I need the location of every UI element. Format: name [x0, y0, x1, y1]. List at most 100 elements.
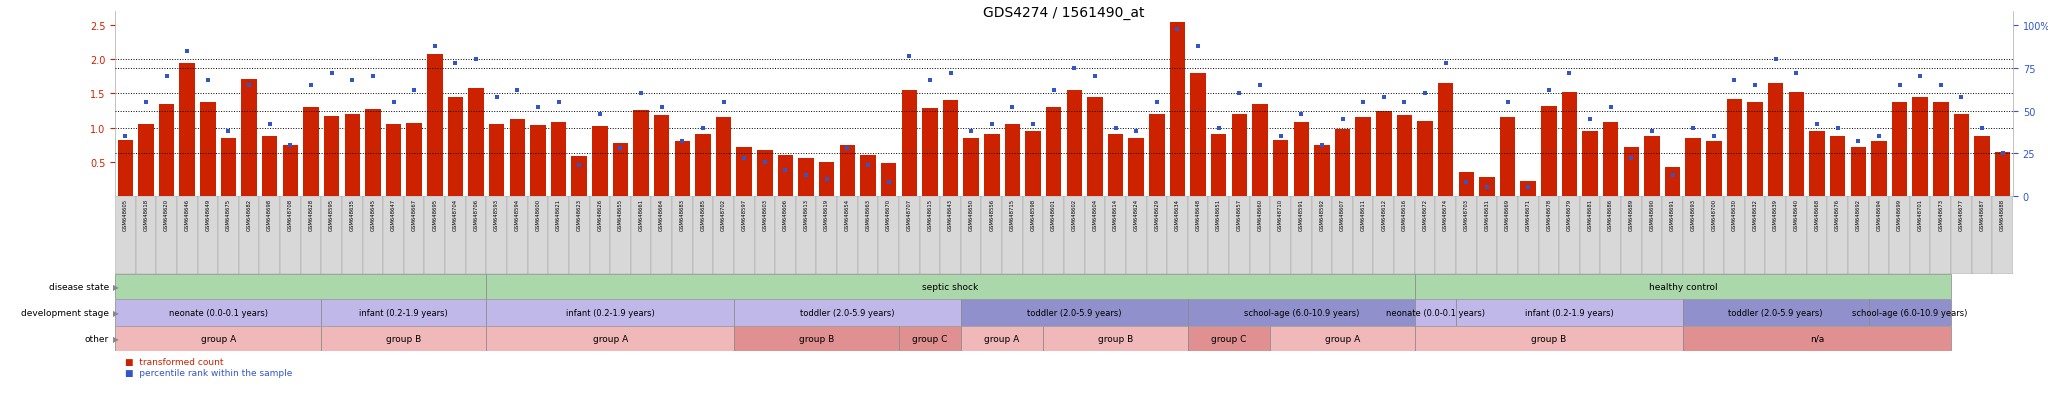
Bar — [1208, 197, 1229, 274]
Bar — [1499, 118, 1516, 197]
Point — [1223, 91, 1255, 97]
Bar — [115, 274, 485, 299]
Bar — [469, 89, 483, 197]
Bar — [428, 55, 442, 197]
Bar — [1683, 326, 1952, 351]
Bar — [1686, 138, 1702, 197]
Point — [1409, 91, 1442, 97]
Bar — [1827, 197, 1847, 274]
Text: GSM648618: GSM648618 — [143, 199, 147, 231]
Point — [1430, 60, 1462, 67]
Text: GSM648616: GSM648616 — [1403, 199, 1407, 231]
Bar — [1913, 97, 1927, 197]
Bar — [961, 299, 1188, 326]
Text: GSM648621: GSM648621 — [557, 199, 561, 231]
Bar — [1892, 102, 1907, 197]
Bar — [653, 116, 670, 197]
Bar — [1808, 132, 1825, 197]
Text: group B: group B — [387, 334, 422, 343]
Text: GSM648674: GSM648674 — [1444, 199, 1448, 231]
Bar — [983, 135, 999, 197]
Text: GSM648698: GSM648698 — [266, 199, 272, 231]
Bar — [260, 197, 281, 274]
Point — [213, 128, 246, 135]
Bar — [590, 197, 610, 274]
Point — [543, 100, 575, 106]
Text: GSM648661: GSM648661 — [639, 199, 643, 231]
Text: GSM648592: GSM648592 — [1319, 199, 1325, 231]
Text: GSM648667: GSM648667 — [412, 199, 416, 231]
Bar — [1315, 145, 1329, 197]
Text: GSM648593: GSM648593 — [494, 199, 500, 231]
Text: GSM648620: GSM648620 — [164, 199, 170, 231]
Bar — [1188, 197, 1208, 274]
Point — [1161, 26, 1194, 33]
Bar — [1188, 299, 1415, 326]
Bar — [1456, 197, 1477, 274]
Point — [438, 60, 471, 67]
Text: GSM648597: GSM648597 — [741, 199, 748, 231]
Bar — [1972, 197, 1993, 274]
Bar — [1085, 197, 1106, 274]
Text: school-age (6.0-10.9 years): school-age (6.0-10.9 years) — [1243, 308, 1360, 317]
Point — [418, 43, 451, 50]
Point — [1305, 142, 1337, 149]
Point — [1491, 100, 1524, 106]
Point — [190, 77, 223, 84]
Bar — [1087, 97, 1102, 197]
Text: GSM648606: GSM648606 — [782, 199, 788, 231]
Text: healthy control: healthy control — [1649, 282, 1716, 291]
Point — [522, 104, 555, 111]
Bar — [1415, 197, 1436, 274]
Point — [502, 88, 535, 94]
Bar — [403, 197, 424, 274]
Bar — [860, 156, 877, 197]
Point — [1511, 185, 1544, 191]
Bar — [137, 125, 154, 197]
Text: GSM648651: GSM648651 — [1217, 199, 1221, 231]
Bar — [1188, 326, 1270, 351]
Bar — [1126, 197, 1147, 274]
Point — [954, 128, 987, 135]
Text: GSM648601: GSM648601 — [1051, 199, 1057, 231]
Bar — [1147, 197, 1167, 274]
Bar — [221, 138, 236, 197]
Bar — [1354, 197, 1374, 274]
Bar — [1128, 138, 1145, 197]
Text: GSM648686: GSM648686 — [1608, 199, 1614, 231]
Bar — [485, 197, 508, 274]
Bar — [201, 102, 215, 197]
Bar — [1624, 147, 1638, 197]
Bar — [1479, 178, 1495, 197]
Text: ▶: ▶ — [113, 308, 119, 317]
Point — [1841, 139, 1874, 145]
Bar — [1974, 137, 1991, 197]
Point — [770, 168, 803, 174]
Text: group B: group B — [1098, 334, 1133, 343]
Bar — [406, 123, 422, 197]
Bar — [1251, 104, 1268, 197]
Bar — [694, 135, 711, 197]
Bar — [424, 197, 444, 274]
Text: n/a: n/a — [1810, 334, 1825, 343]
Point — [109, 133, 141, 140]
Bar — [1042, 326, 1188, 351]
Bar — [1436, 197, 1456, 274]
Point — [791, 173, 823, 179]
Bar — [1726, 100, 1743, 197]
Text: GSM648600: GSM648600 — [535, 199, 541, 231]
Point — [1884, 83, 1917, 89]
Text: group B: group B — [1532, 334, 1567, 343]
Bar — [115, 197, 135, 274]
Bar — [1415, 326, 1683, 351]
Bar — [344, 115, 360, 197]
Point — [1243, 83, 1276, 89]
Bar — [1831, 137, 1845, 197]
Bar — [1868, 299, 1952, 326]
Bar — [1249, 197, 1270, 274]
Text: septic shock: septic shock — [922, 282, 979, 291]
Bar — [1397, 116, 1413, 197]
Bar — [444, 197, 465, 274]
Text: GSM648626: GSM648626 — [598, 199, 602, 231]
Text: GSM648678: GSM648678 — [1546, 199, 1550, 231]
